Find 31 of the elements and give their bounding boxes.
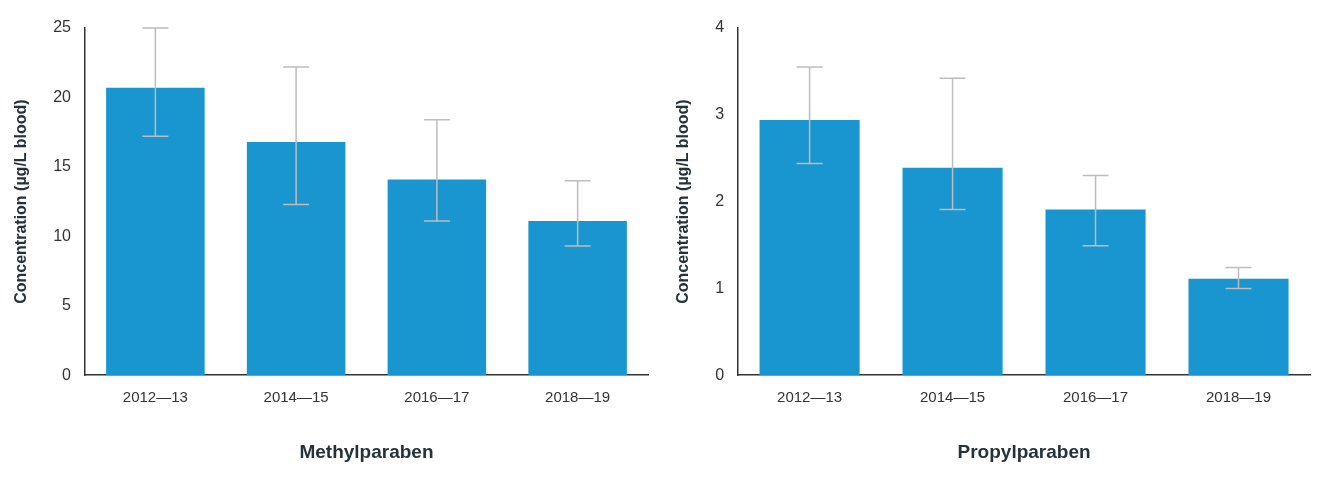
y-tick-label: 1 (715, 278, 725, 296)
bar (106, 87, 205, 376)
y-tick-label: 5 (62, 296, 72, 314)
bar (528, 221, 627, 376)
bar (246, 141, 346, 376)
bar (1045, 209, 1146, 376)
bar (759, 120, 860, 376)
y-tick-label: 25 (53, 18, 72, 36)
bar (387, 179, 487, 376)
y-tick-label: 4 (715, 18, 725, 36)
x-tick-label: 2012—13 (122, 388, 188, 406)
x-tick-label: 2012—13 (777, 388, 843, 406)
y-tick-label: 20 (53, 87, 72, 105)
x-tick-label: 2018—19 (1205, 388, 1272, 406)
y-tick-label: 0 (715, 365, 725, 383)
y-tick-label: 15 (53, 157, 72, 175)
x-axis-title: Propylparaben (957, 440, 1091, 462)
y-axis-title: Concentration (µg/L blood) (12, 99, 30, 304)
x-tick-label: 2014—15 (263, 388, 329, 406)
y-tick-label: 0 (62, 365, 72, 383)
bar (1188, 278, 1289, 376)
y-tick-label: 2 (715, 192, 725, 210)
y-tick-label: 3 (715, 105, 725, 123)
x-tick-label: 2018—19 (545, 388, 611, 406)
x-tick-label: 2016—17 (1063, 388, 1129, 406)
x-axis-title: Methylparaben (299, 440, 434, 462)
y-axis-title: Concentration (µg/L blood) (674, 99, 692, 304)
x-tick-label: 2016—17 (404, 388, 470, 406)
bar (902, 167, 1003, 376)
y-tick-label: 10 (53, 226, 72, 244)
x-tick-label: 2014—15 (920, 388, 986, 406)
